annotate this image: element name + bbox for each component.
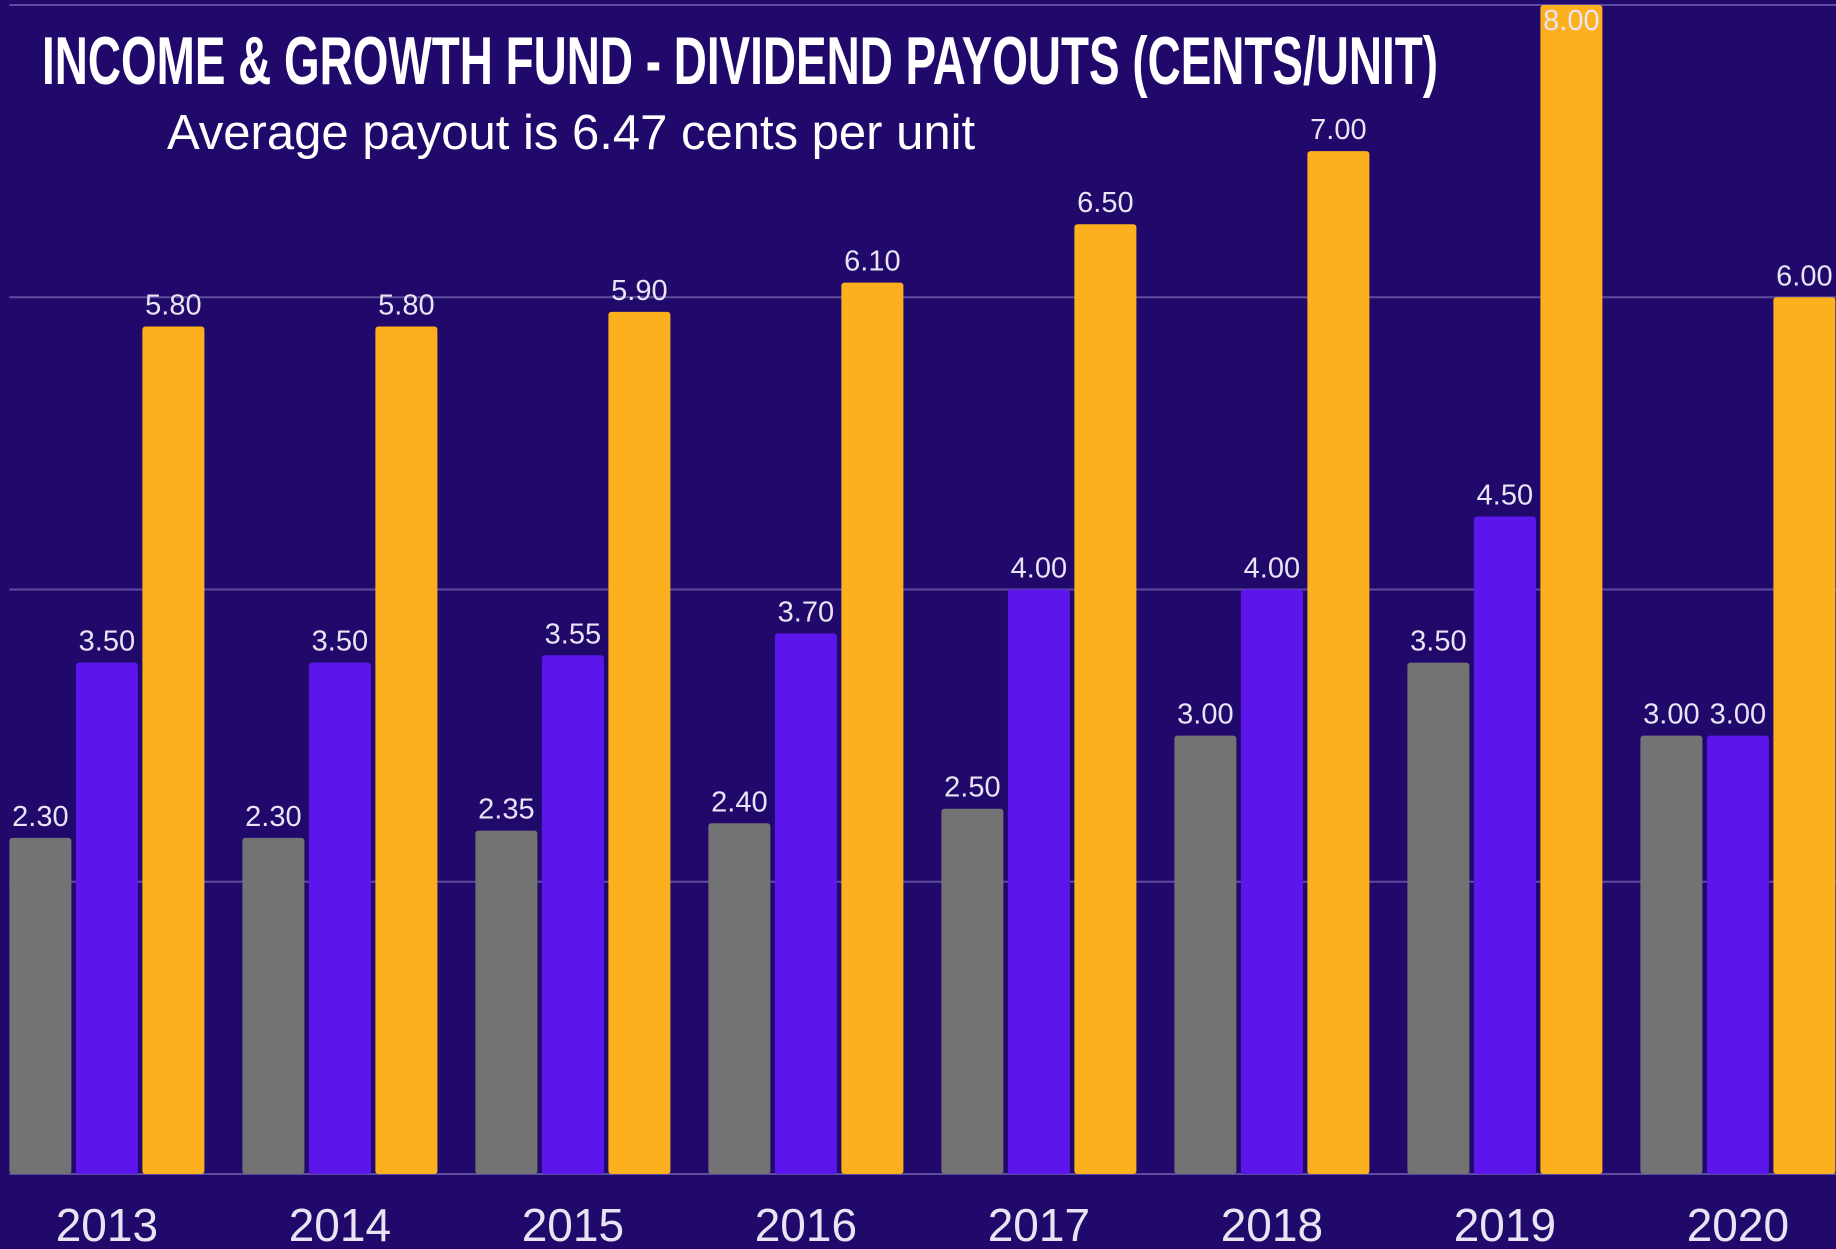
bar	[774, 633, 837, 1174]
value-label: 5.80	[378, 289, 434, 321]
value-label: 6.00	[1776, 260, 1832, 292]
bar	[1407, 662, 1470, 1174]
value-label: 5.90	[611, 275, 667, 307]
value-label: 2.35	[478, 794, 534, 826]
bar	[9, 837, 72, 1174]
value-label: 6.50	[1077, 187, 1133, 219]
value-label: 3.00	[1710, 699, 1766, 731]
value-label: 3.55	[545, 618, 601, 650]
bar	[1174, 735, 1237, 1174]
bar	[608, 311, 671, 1174]
bar	[1640, 735, 1703, 1174]
bar	[1240, 589, 1303, 1174]
value-label: 6.10	[844, 246, 900, 278]
bar	[75, 662, 138, 1174]
value-label: 2.50	[944, 772, 1000, 804]
bar	[1706, 735, 1769, 1174]
bar	[308, 662, 371, 1174]
bar	[142, 326, 205, 1175]
value-label: 3.50	[79, 626, 135, 658]
bar	[1773, 297, 1836, 1174]
bar	[1007, 589, 1070, 1174]
bar	[475, 830, 538, 1174]
x-tick-label: 2017	[988, 1199, 1090, 1249]
value-label: 4.50	[1477, 479, 1533, 511]
value-label: 3.50	[312, 626, 368, 658]
bar	[1074, 224, 1137, 1174]
chart-subtitle: Average payout is 6.47 cents per unit	[167, 106, 976, 160]
bars	[9, 5, 1836, 1175]
bar	[541, 655, 604, 1174]
value-label: 2.30	[245, 801, 301, 833]
bar	[1473, 516, 1536, 1174]
x-tick-label: 2013	[56, 1199, 158, 1249]
value-label: 2.40	[711, 786, 767, 818]
value-label: 7.00	[1310, 114, 1366, 146]
x-tick-label: 2019	[1454, 1199, 1556, 1249]
value-label: 4.00	[1011, 553, 1067, 585]
value-label: 5.80	[145, 289, 201, 321]
x-tick-label: 2020	[1687, 1199, 1789, 1249]
value-label: 3.50	[1410, 626, 1466, 658]
bar	[1540, 5, 1603, 1174]
bar	[1307, 151, 1370, 1174]
x-tick-label: 2016	[755, 1199, 857, 1249]
value-label: 3.00	[1177, 699, 1233, 731]
value-label: 3.70	[778, 596, 834, 628]
value-label: 8.00	[1543, 5, 1599, 37]
bar	[242, 837, 305, 1174]
chart-title: INCOME & GROWTH FUND - DIVIDEND PAYOUTS …	[42, 23, 1438, 99]
x-tick-label: 2014	[289, 1199, 391, 1249]
value-label: 4.00	[1244, 553, 1300, 585]
bar	[708, 823, 771, 1174]
x-tick-label: 2018	[1221, 1199, 1323, 1249]
bar	[841, 282, 904, 1174]
bar	[375, 326, 438, 1175]
x-tick-label: 2015	[522, 1199, 624, 1249]
value-label: 2.30	[12, 801, 68, 833]
value-label: 3.00	[1643, 699, 1699, 731]
bar	[941, 808, 1004, 1174]
